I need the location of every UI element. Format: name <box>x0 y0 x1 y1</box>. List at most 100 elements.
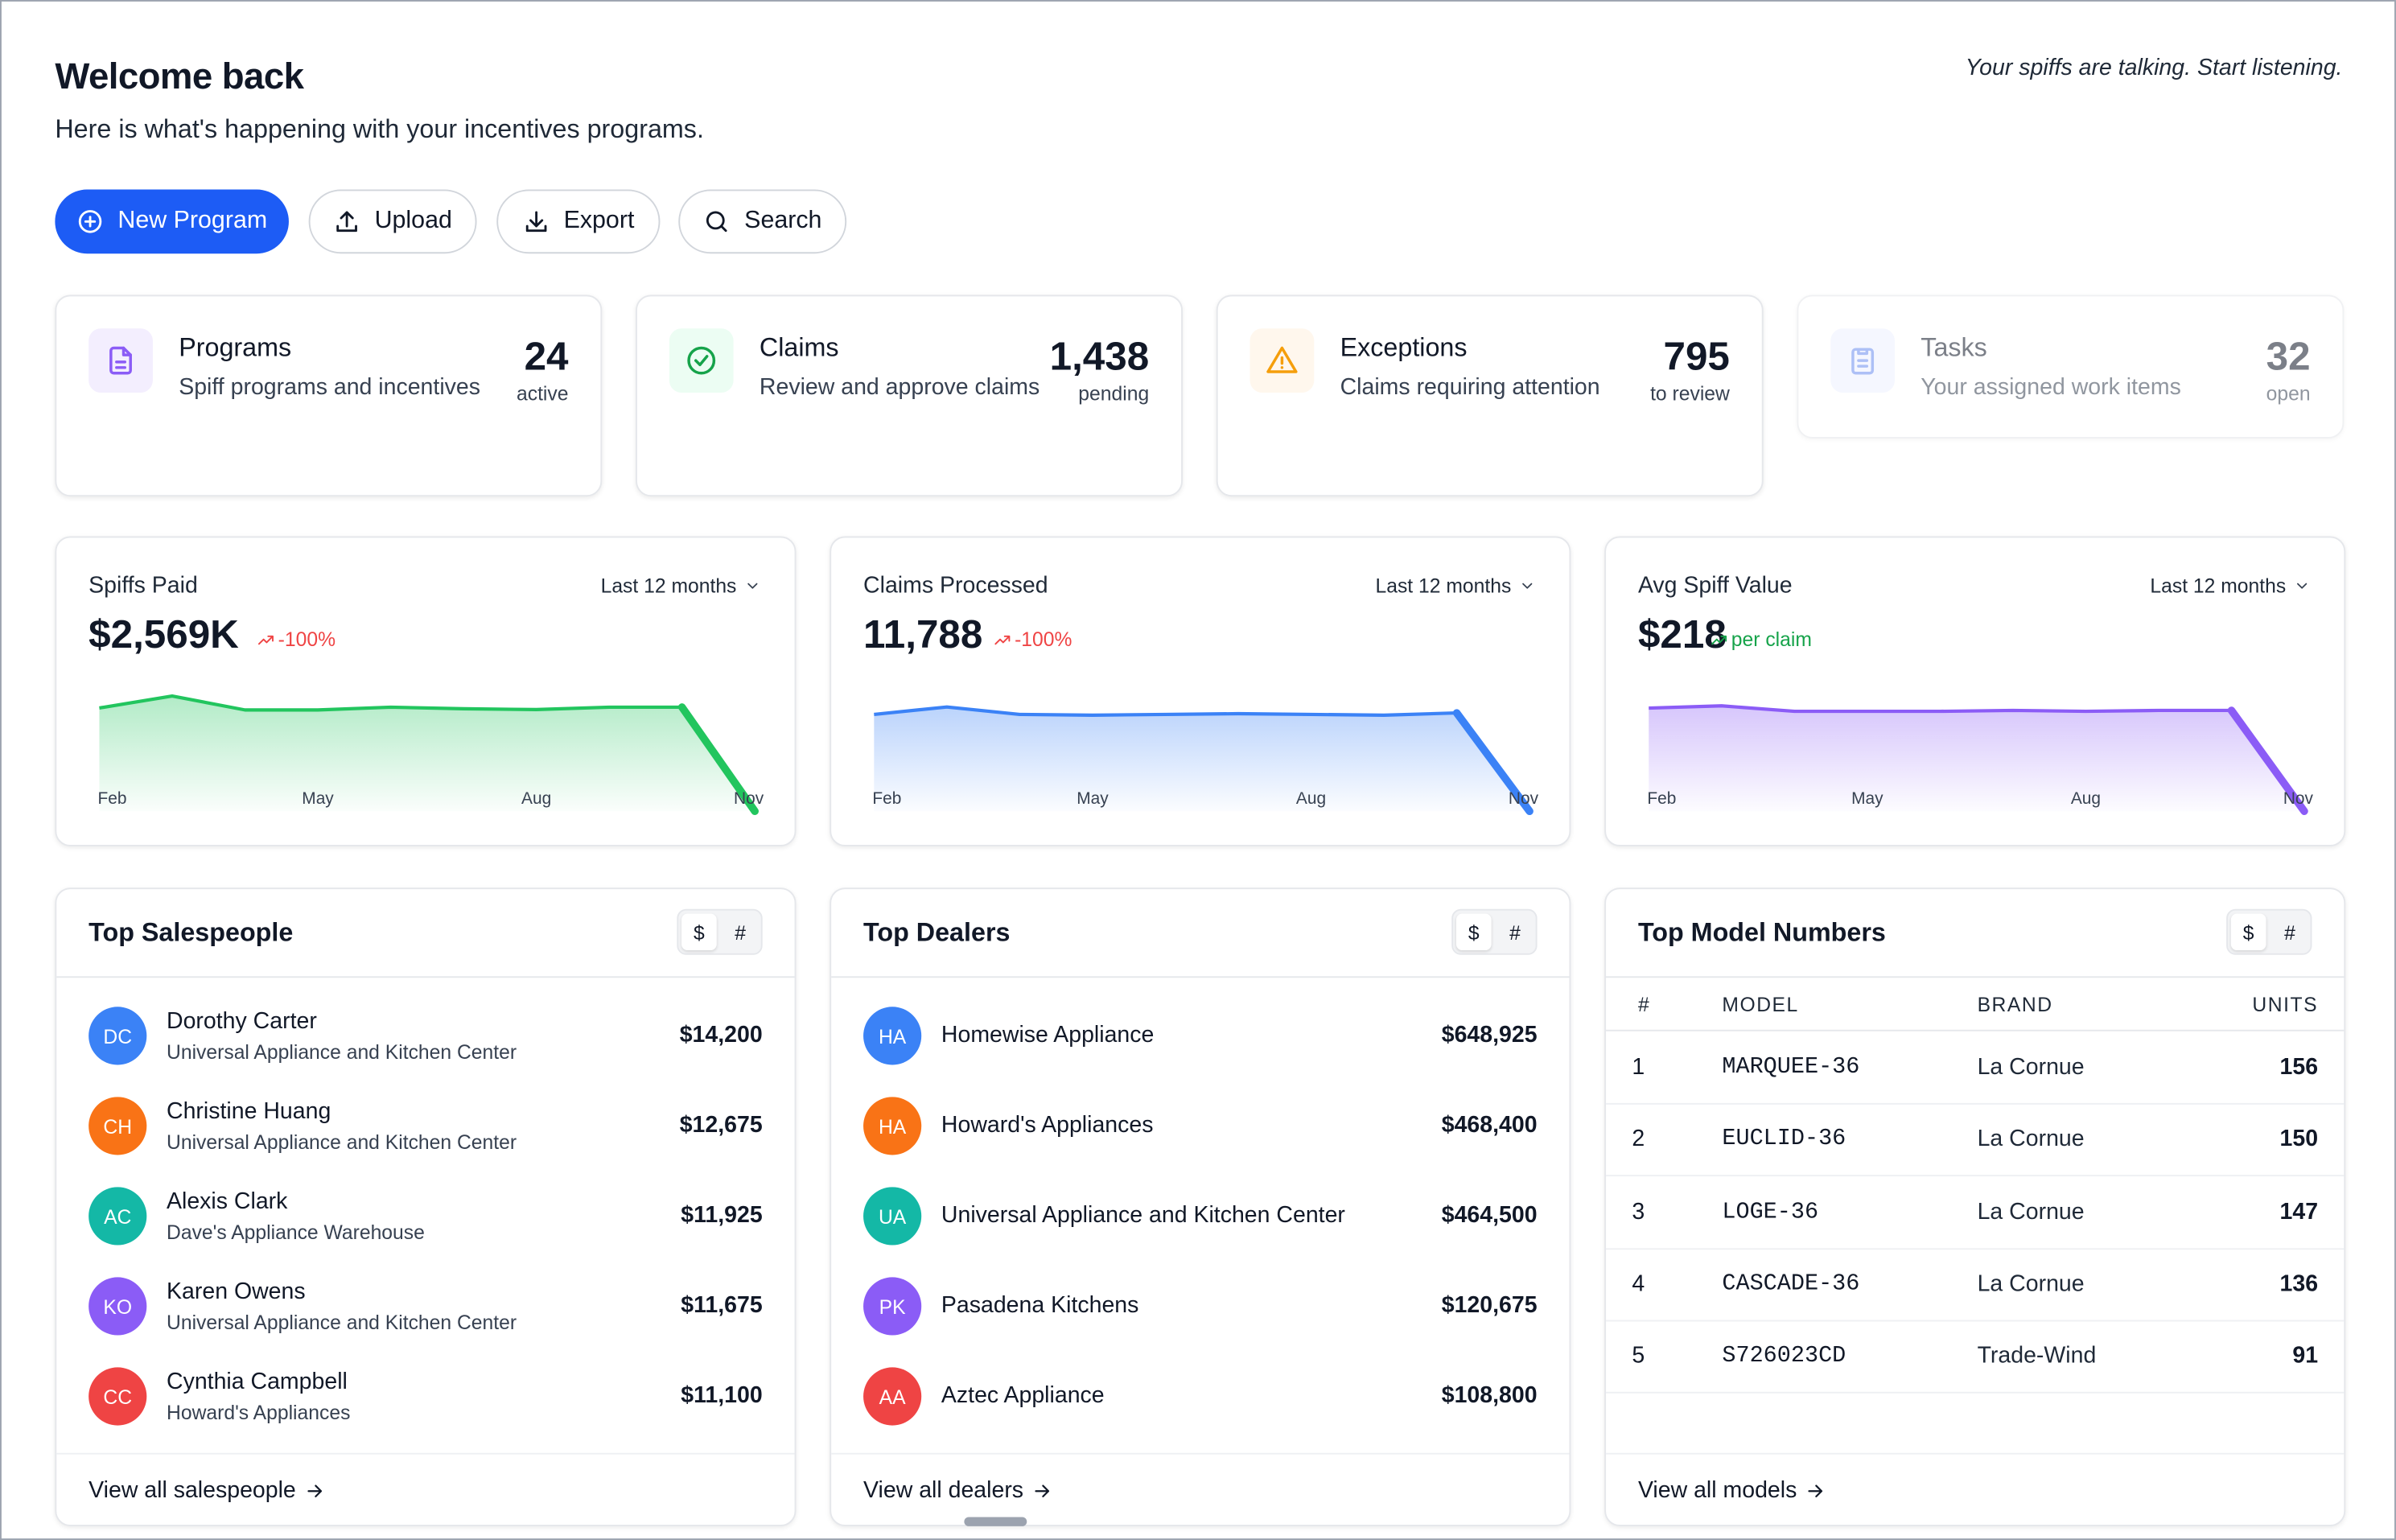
stat-unit: active <box>516 381 569 406</box>
units: 147 <box>2279 1198 2319 1225</box>
x-tick-label: Aug <box>521 789 551 808</box>
brand: La Cornue <box>1977 1126 2085 1153</box>
icon-glyph <box>78 210 102 233</box>
icon <box>703 208 731 235</box>
view-all-link[interactable]: View all models <box>1638 1477 1826 1503</box>
action-button[interactable]: Search <box>678 189 847 254</box>
change-label: -100% <box>1015 628 1072 651</box>
metric-change: -100% <box>993 628 1072 651</box>
metric-card: Claims Processed Last 12 months 11,788 -100… <box>830 536 1571 846</box>
row-divider <box>1606 1175 2345 1177</box>
icon <box>1031 1480 1053 1501</box>
icon-glyph <box>687 346 716 375</box>
stat-description: Your assigned work items <box>1921 374 2181 401</box>
period-label: Last 12 months <box>600 574 737 598</box>
amount: $11,675 <box>681 1292 763 1319</box>
amount: $120,675 <box>1441 1292 1538 1319</box>
icon <box>1805 1480 1826 1501</box>
icon <box>257 630 275 649</box>
tagline: Your spiffs are talking. Start listening… <box>1965 55 2343 81</box>
x-tick-label: Feb <box>1647 789 1676 808</box>
avatar: AA <box>863 1367 922 1426</box>
x-tick-label: May <box>302 789 334 808</box>
period-dropdown[interactable]: Last 12 months <box>2150 574 2310 597</box>
toggle-option[interactable]: $ <box>2230 913 2266 951</box>
sparkline-last-segment <box>677 703 759 816</box>
divider <box>831 976 1570 978</box>
icon-glyph <box>109 346 132 375</box>
stat-value: 1,438 <box>1049 332 1150 379</box>
toggle-option[interactable]: # <box>735 920 747 944</box>
button-label: Upload <box>374 208 452 234</box>
period-dropdown[interactable]: Last 12 months <box>1375 574 1535 597</box>
x-tick-label: Nov <box>734 789 764 808</box>
link-label: View all dealers <box>863 1477 1024 1504</box>
company-name: Dave's Appliance Warehouse <box>167 1221 425 1244</box>
stat-card[interactable]: Exceptions Claims requiring attention 795 t… <box>1216 294 1764 497</box>
action-button[interactable]: Export <box>496 189 661 254</box>
brand: La Cornue <box>1977 1198 2085 1225</box>
icon <box>522 208 550 235</box>
brand: Trade-Wind <box>1977 1343 2097 1369</box>
company-name: Universal Appliance and Kitchen Center <box>167 1311 517 1334</box>
view-all-link[interactable]: View all salespeople <box>89 1477 325 1503</box>
sparkline-line <box>874 705 1531 813</box>
divider <box>1606 1452 2345 1455</box>
button-label: Export <box>563 208 635 234</box>
person-name: Christine Huang <box>167 1098 331 1125</box>
sparkline-last-segment <box>1452 709 1534 816</box>
company-name: Universal Appliance and Kitchen Center <box>167 1040 517 1064</box>
metric-card: Avg Spiff Value Last 12 months $218 per cla… <box>1604 536 2346 846</box>
link-label: View all models <box>1637 1477 1797 1504</box>
action-button[interactable]: Upload <box>308 189 477 254</box>
avatar: PK <box>863 1277 922 1336</box>
period-label: Last 12 months <box>2150 574 2287 598</box>
action-button[interactable]: New Program <box>55 189 289 254</box>
stat-card[interactable]: Tasks Your assigned work items 32 open <box>1797 294 2345 439</box>
column-header: MODEL <box>1722 993 1799 1016</box>
metric-title: Spiffs Paid <box>89 573 198 599</box>
stat-icon <box>1830 328 1896 393</box>
x-tick-label: May <box>1077 789 1109 808</box>
toggle-option[interactable]: $ <box>681 913 717 951</box>
x-tick-label: Nov <box>1509 789 1539 808</box>
x-tick-label: Feb <box>872 789 901 808</box>
view-all-link[interactable]: View all dealers <box>863 1477 1052 1503</box>
avatar: CC <box>89 1367 147 1426</box>
amount: $12,675 <box>679 1112 763 1139</box>
stat-icon <box>89 328 153 393</box>
stat-description: Claims requiring attention <box>1340 374 1600 401</box>
rank: 5 <box>1632 1343 1645 1369</box>
icon-glyph <box>2297 583 2307 589</box>
x-tick-label: Aug <box>2071 789 2101 808</box>
stat-card[interactable]: Programs Spiff programs and incentives 24 a… <box>55 294 603 497</box>
person-name: Karen Owens <box>167 1279 306 1305</box>
icon <box>1710 630 1728 649</box>
card-title: Top Dealers <box>863 918 1011 948</box>
amount: $11,100 <box>681 1382 763 1409</box>
stat-value: 795 <box>1663 332 1730 379</box>
x-tick-label: Feb <box>98 789 127 808</box>
model-number: CASCADE-36 <box>1722 1270 1860 1297</box>
toggle: $ # <box>1451 908 1538 955</box>
divider <box>56 976 795 978</box>
list-card: Top Model Numbers $ # View all models # MODEL… <box>1604 887 2346 1526</box>
avatar: DC <box>89 1007 147 1065</box>
toggle-option[interactable]: $ <box>1455 913 1492 951</box>
change-label: -100% <box>278 628 336 651</box>
divider <box>56 1452 795 1455</box>
icon-glyph <box>1851 348 1875 375</box>
stat-card[interactable]: Claims Review and approve claims 1,438 pend… <box>636 294 1183 497</box>
sparkline: Feb May Aug Nov <box>872 705 1539 816</box>
avatar: HA <box>863 1007 922 1065</box>
period-dropdown[interactable]: Last 12 months <box>601 574 761 597</box>
icon-glyph <box>1711 634 1727 644</box>
metric-value: $218 <box>1637 611 1727 657</box>
row-divider <box>1606 1247 2345 1250</box>
toggle-option[interactable]: # <box>1509 920 1521 944</box>
rank: 3 <box>1632 1198 1645 1225</box>
toggle-option[interactable]: # <box>2284 920 2295 944</box>
avatar: CH <box>89 1097 147 1155</box>
sparkline-area <box>1649 706 2304 812</box>
